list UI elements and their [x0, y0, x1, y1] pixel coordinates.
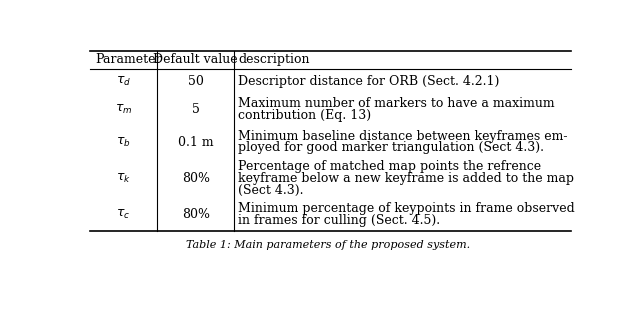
Text: $\tau_k$: $\tau_k$ [116, 172, 131, 185]
Text: Descriptor distance for ORB (Sect. 4.2.1): Descriptor distance for ORB (Sect. 4.2.1… [238, 75, 500, 88]
Text: in frames for culling (Sect. 4.5).: in frames for culling (Sect. 4.5). [238, 214, 440, 227]
Text: (Sect 4.3).: (Sect 4.3). [238, 183, 304, 197]
Text: contribution (Eq. 13): contribution (Eq. 13) [238, 109, 371, 122]
Text: ployed for good marker triangulation (Sect 4.3).: ployed for good marker triangulation (Se… [238, 141, 544, 154]
Text: Parameter: Parameter [95, 53, 161, 66]
Text: 80%: 80% [182, 172, 210, 185]
Text: description: description [238, 53, 310, 66]
Text: 0.1 m: 0.1 m [178, 136, 214, 149]
Text: Minimum percentage of keypoints in frame observed: Minimum percentage of keypoints in frame… [238, 202, 575, 215]
Text: Percentage of matched map points the refrence: Percentage of matched map points the ref… [238, 160, 541, 173]
Text: $\tau_m$: $\tau_m$ [115, 103, 132, 116]
Text: Default value: Default value [154, 53, 238, 66]
Text: 80%: 80% [182, 208, 210, 221]
Text: 5: 5 [192, 103, 200, 116]
Text: Table 1: Main parameters of the proposed system.: Table 1: Main parameters of the proposed… [186, 240, 470, 250]
Text: Minimum baseline distance between keyframes em-: Minimum baseline distance between keyfra… [238, 130, 568, 143]
Text: $\tau_c$: $\tau_c$ [116, 208, 131, 221]
Text: keyframe below a new keyframe is added to the map: keyframe below a new keyframe is added t… [238, 172, 574, 185]
Text: Maximum number of markers to have a maximum: Maximum number of markers to have a maxi… [238, 97, 555, 110]
Text: $\tau_b$: $\tau_b$ [116, 136, 131, 149]
Text: 50: 50 [188, 75, 204, 88]
Text: $\tau_d$: $\tau_d$ [116, 75, 131, 88]
